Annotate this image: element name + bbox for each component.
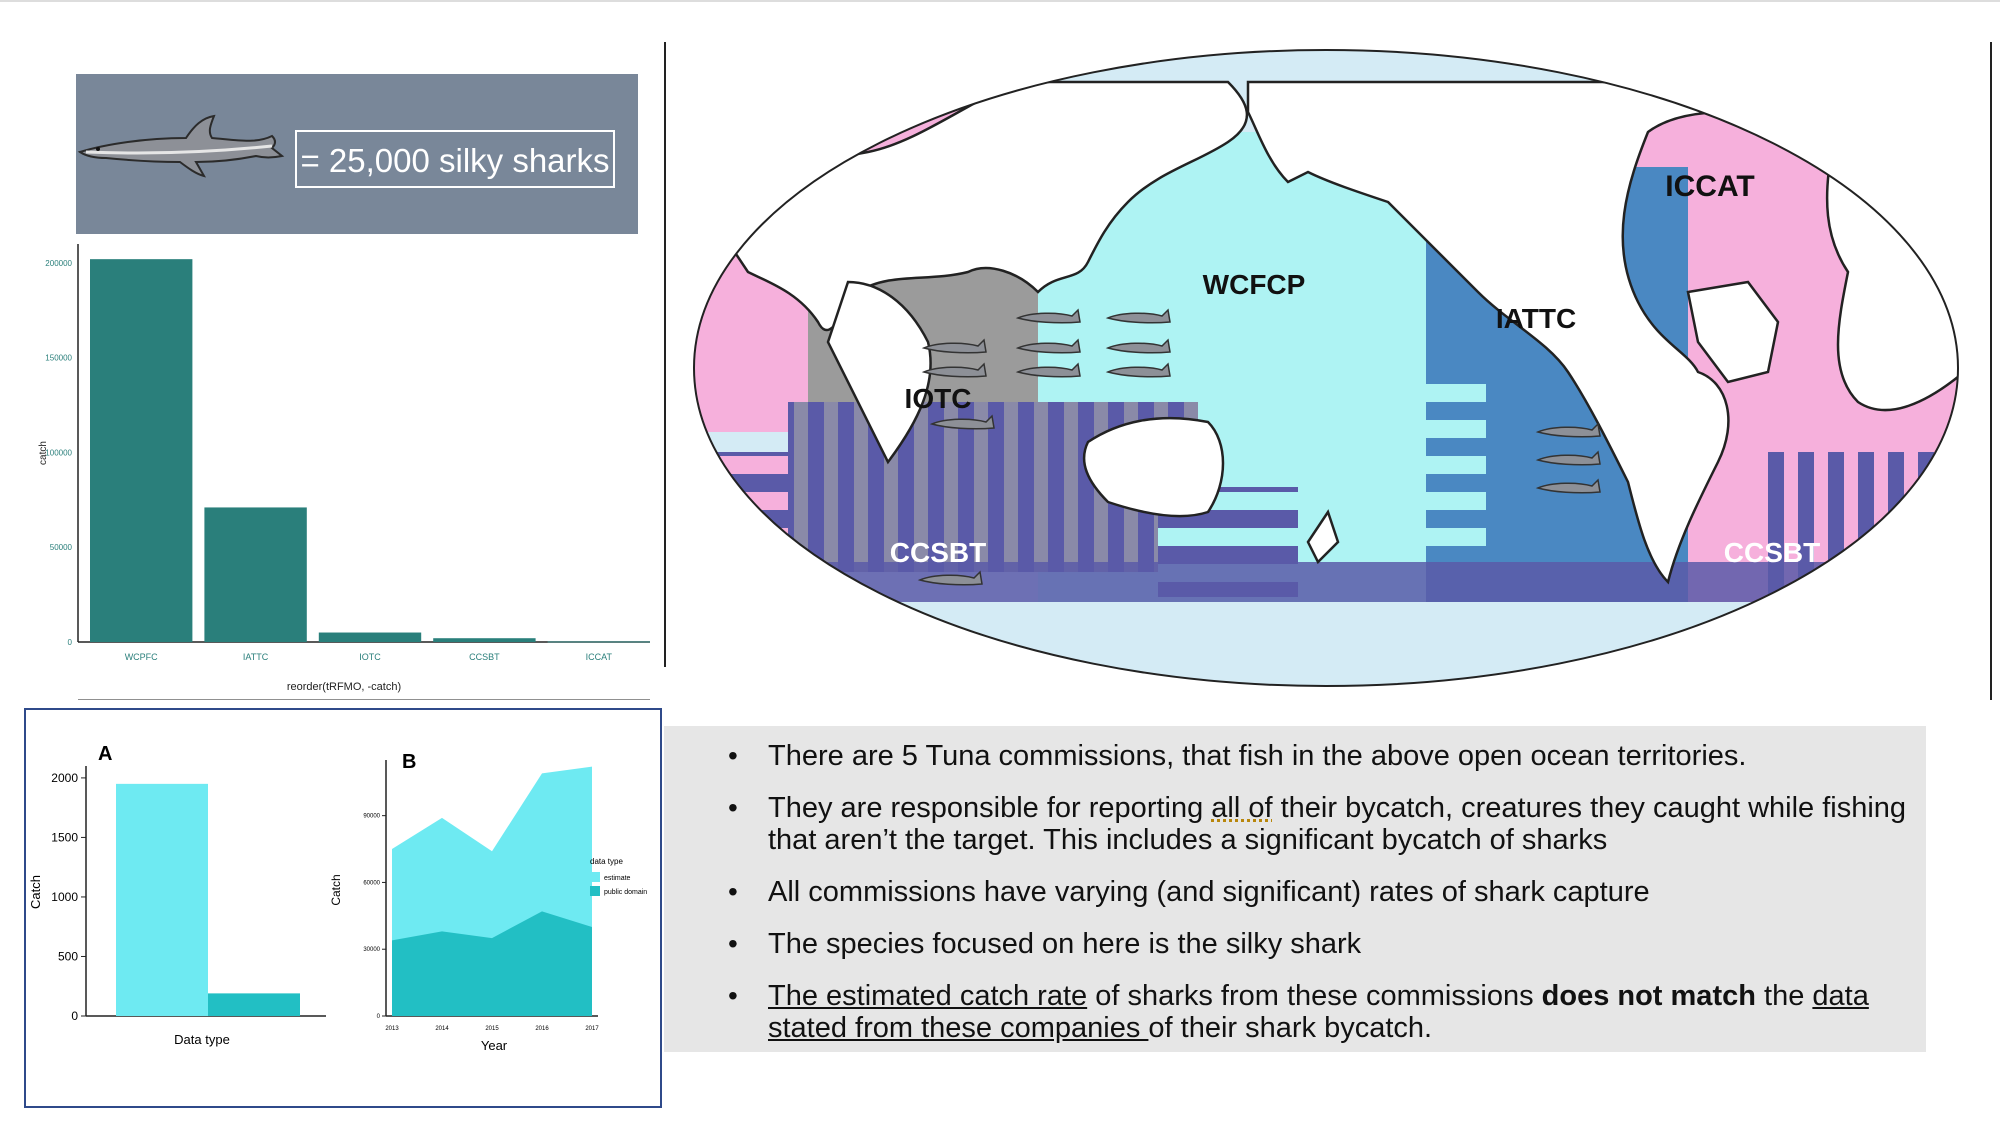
- x-tick-label: 2013: [385, 1026, 399, 1032]
- top-rule: [0, 0, 2000, 2]
- shark-icon: [929, 414, 995, 430]
- bar-iattc: [204, 507, 307, 642]
- shark-icon: [1015, 338, 1081, 354]
- bar-a-1: [208, 993, 300, 1016]
- bullet-text: All commissions have varying (and signif…: [768, 876, 1650, 908]
- y-axis-label-a: Catch: [28, 875, 43, 909]
- bullet-text: their bycatch, creatures they caught whi…: [768, 792, 1907, 856]
- x-tick-label: 2017: [585, 1026, 599, 1032]
- bar-wcpfc: [90, 259, 193, 642]
- bar-a-0: [116, 783, 208, 1016]
- x-tick-label: ICCAT: [586, 652, 613, 662]
- legend-entry: estimate: [604, 875, 631, 882]
- shark-icon: [1105, 362, 1171, 378]
- x-tick-label: CCSBT: [469, 652, 500, 662]
- y-tick-label: 0: [377, 1014, 381, 1020]
- shark-icon: [1535, 450, 1601, 466]
- label-iotc: IOTC: [905, 383, 972, 414]
- bullet-text: The species focused on here is the silky…: [768, 928, 1362, 960]
- bullet-text: The estimated catch rate: [768, 980, 1088, 1012]
- panel-label-b: B: [402, 751, 416, 773]
- bullet-item: All commissions have varying (and signif…: [728, 876, 1926, 908]
- x-axis-label-b: Year: [481, 1038, 508, 1053]
- shark-icon: [921, 338, 987, 354]
- rfmo-catch-chart: 0 50000 100000 150000 200000 WCPFC IATTC IOTC C…: [38, 244, 650, 700]
- bullet-text: of sharks from these commissions: [1087, 980, 1542, 1012]
- bullet-text: does not match: [1541, 980, 1756, 1012]
- y-tick-label: 0: [71, 1009, 78, 1023]
- y-tick-label: 60000: [363, 880, 380, 886]
- shark-icon: [1015, 362, 1081, 378]
- bullet-item: The estimated catch rate of sharks from …: [728, 980, 1926, 1044]
- bullet-item: There are 5 Tuna commissions, that fish …: [728, 740, 1926, 772]
- vertical-divider-right: [1990, 42, 1992, 700]
- x-tick-label: IOTC: [359, 652, 381, 662]
- shark-icon: [77, 114, 285, 178]
- label-iattc: IATTC: [1496, 303, 1576, 334]
- shark-icon: [1015, 308, 1081, 324]
- y-axis-label: catch: [38, 441, 49, 465]
- y-tick-label: 100000: [45, 448, 72, 457]
- shark-icon: [921, 362, 987, 378]
- region-iattc-stripes: [1426, 384, 1486, 564]
- x-tick-label: 2016: [535, 1026, 549, 1032]
- panel-label-a: A: [98, 743, 112, 765]
- y-tick-label: 1500: [51, 830, 78, 844]
- y-tick-label: 500: [58, 949, 78, 963]
- shark-icon: [1105, 308, 1171, 324]
- chart-a: A 0 500 1000 1500 2000 Catch Data type: [28, 743, 326, 1047]
- label-ccsbt-west: CCSBT: [890, 537, 986, 568]
- southern-band: [694, 562, 1958, 602]
- bullet-text: data stated from these companies: [768, 980, 1869, 1044]
- tuna-commission-map: ICCAT WCFCP IATTC IOTC CCSBT CCSBT: [693, 49, 1959, 687]
- label-iccat: ICCAT: [1665, 170, 1754, 203]
- globe-outline: [693, 49, 1959, 687]
- y-tick-label: 30000: [363, 947, 380, 953]
- label-wcfcp: WCFCP: [1203, 269, 1306, 300]
- panel-ab: A 0 500 1000 1500 2000 Catch Data type B 0 30…: [24, 708, 662, 1108]
- legend-swatch: [590, 886, 600, 896]
- bullet-text: all of: [1211, 792, 1273, 824]
- bullet-item: The species focused on here is the silky…: [728, 928, 1926, 960]
- bullet-text: of their shark bycatch.: [1148, 1012, 1433, 1044]
- legend-swatch: [590, 872, 600, 882]
- bullet-text: There are 5 Tuna commissions, that fish …: [768, 740, 1747, 772]
- x-axis-label: reorder(tRFMO, -catch): [287, 681, 401, 693]
- shark-icon: [917, 570, 983, 586]
- y-tick-label: 0: [68, 638, 73, 647]
- bullet-text: They are responsible for reporting: [768, 792, 1212, 824]
- y-tick-label: 2000: [51, 771, 78, 785]
- x-tick-label: 2015: [485, 1026, 499, 1032]
- y-tick-label: 200000: [45, 259, 72, 268]
- x-tick-label: 2014: [435, 1026, 449, 1032]
- label-ccsbt-east: CCSBT: [1724, 537, 1820, 568]
- legend-title-b: data type: [590, 857, 623, 866]
- shark-icon: [1535, 478, 1601, 494]
- y-tick-label: 150000: [45, 354, 72, 363]
- legend-entry: public domain: [604, 889, 647, 896]
- y-tick-label: 50000: [50, 543, 73, 552]
- x-tick-label: WCPFC: [125, 652, 158, 662]
- legend-text: = 25,000 silky sharks: [295, 130, 615, 188]
- shark-icon: [1105, 338, 1171, 354]
- x-axis-label-a: Data type: [174, 1032, 230, 1047]
- shark-icon: [1535, 422, 1601, 438]
- bullet-list-panel: There are 5 Tuna commissions, that fish …: [664, 726, 1926, 1052]
- bullet-item: They are responsible for reporting all o…: [728, 792, 1926, 856]
- y-tick-label: 90000: [363, 814, 380, 820]
- southern-ocean: [694, 602, 1958, 686]
- area-public-domain: [392, 911, 592, 1016]
- y-axis-label-b: Catch: [329, 874, 343, 905]
- y-tick-label: 1000: [51, 890, 78, 904]
- vertical-divider: [664, 42, 666, 667]
- bar-ccsbt: [433, 638, 536, 642]
- shark-legend-banner: = 25,000 silky sharks: [76, 74, 638, 234]
- bullet-text: the: [1755, 980, 1813, 1012]
- bar-iccat: [547, 641, 650, 643]
- bar-iotc: [318, 632, 422, 642]
- x-tick-label: IATTC: [243, 652, 269, 662]
